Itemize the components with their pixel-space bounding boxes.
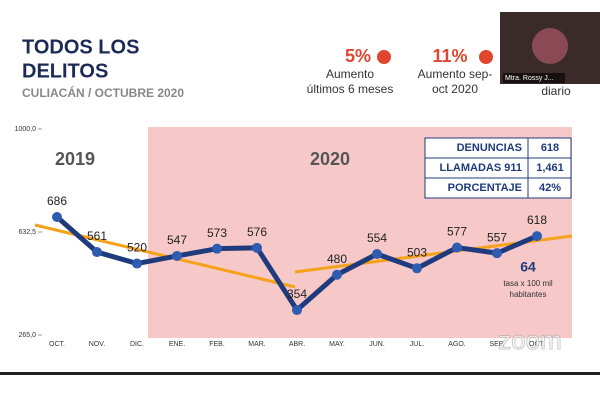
x-tick-label: SEP. (489, 341, 504, 348)
value-label: 520 (127, 241, 147, 255)
table-cell: PORCENTAJE (448, 182, 522, 194)
stat-text: diario (541, 84, 571, 98)
point (132, 258, 142, 269)
stat-text: últimos 6 meses (307, 82, 394, 96)
value-label: 686 (47, 194, 67, 208)
point (372, 249, 382, 260)
x-tick-label: ABR. (289, 341, 305, 348)
point (332, 269, 342, 280)
video-name: Mtra. Rossy J... (505, 75, 554, 82)
y-tick-label: 632,5 (18, 229, 36, 236)
stat-text: Aumento (326, 67, 374, 81)
y-tick-label: 1000,0 (15, 126, 37, 133)
table-cell: 1,461 (536, 162, 564, 174)
x-tick-label: ENE. (169, 341, 185, 348)
value-label: 561 (87, 229, 107, 243)
table-cell: 42% (539, 182, 561, 194)
point (172, 250, 182, 261)
point (532, 231, 542, 242)
value-label: 554 (367, 231, 387, 245)
y-tick-label: 265,0 (18, 332, 36, 339)
table-cell: DENUNCIAS (457, 142, 522, 154)
value-label: 480 (327, 252, 347, 266)
stat-value: 11% (432, 46, 467, 66)
stat-text: oct 2020 (432, 82, 478, 96)
value-label: 354 (287, 287, 307, 301)
table-cell: LLAMADAS 911 (439, 162, 522, 174)
x-tick-label: MAY. (329, 341, 345, 348)
x-tick-label: FEB. (209, 341, 225, 348)
point (92, 247, 102, 258)
value-label: 577 (447, 225, 467, 239)
value-label: 618 (527, 213, 547, 227)
slide-edge (0, 372, 600, 375)
x-tick-label: AGO. (448, 341, 466, 348)
title: DELITOS (22, 60, 108, 82)
point (252, 242, 262, 253)
value-label: 576 (247, 225, 267, 239)
rate-value: 64 (520, 259, 536, 275)
rate-text: tasa x 100 mil (503, 279, 553, 288)
point (52, 212, 62, 223)
stat-text: Aumento sep- (418, 67, 493, 81)
video-person (532, 28, 568, 64)
value-label: 573 (207, 226, 227, 240)
x-tick-label: JUL. (410, 341, 424, 348)
point (452, 242, 462, 253)
title: TODOS LOS (22, 36, 139, 58)
value-label: 503 (407, 245, 427, 259)
x-tick-label: JUN. (369, 341, 385, 348)
period-label: 2019 (55, 149, 95, 169)
point (492, 248, 502, 259)
period-label: 2020 (310, 149, 350, 169)
rate-text: habitantes (510, 290, 547, 299)
x-tick-label: NOV. (89, 341, 106, 348)
point (212, 243, 222, 254)
stat-value: 5% (345, 46, 371, 66)
subtitle: CULIACÁN / OCTUBRE 2020 (22, 85, 184, 100)
zoom-watermark: zoom (498, 325, 562, 355)
summary-table (424, 137, 572, 199)
point (292, 305, 302, 316)
x-tick-label: OCT. (49, 341, 65, 348)
x-tick-label: MAR. (248, 341, 266, 348)
arrow-icon (479, 50, 493, 64)
name-bg (503, 73, 565, 83)
x-tick-label: DIC. (130, 341, 144, 348)
table-cell: 618 (541, 142, 559, 154)
x-tick-label: OCT. (529, 341, 545, 348)
value-label: 557 (487, 230, 507, 244)
value-label: 547 (167, 233, 187, 247)
arrow-icon (377, 50, 391, 64)
point (412, 263, 422, 274)
